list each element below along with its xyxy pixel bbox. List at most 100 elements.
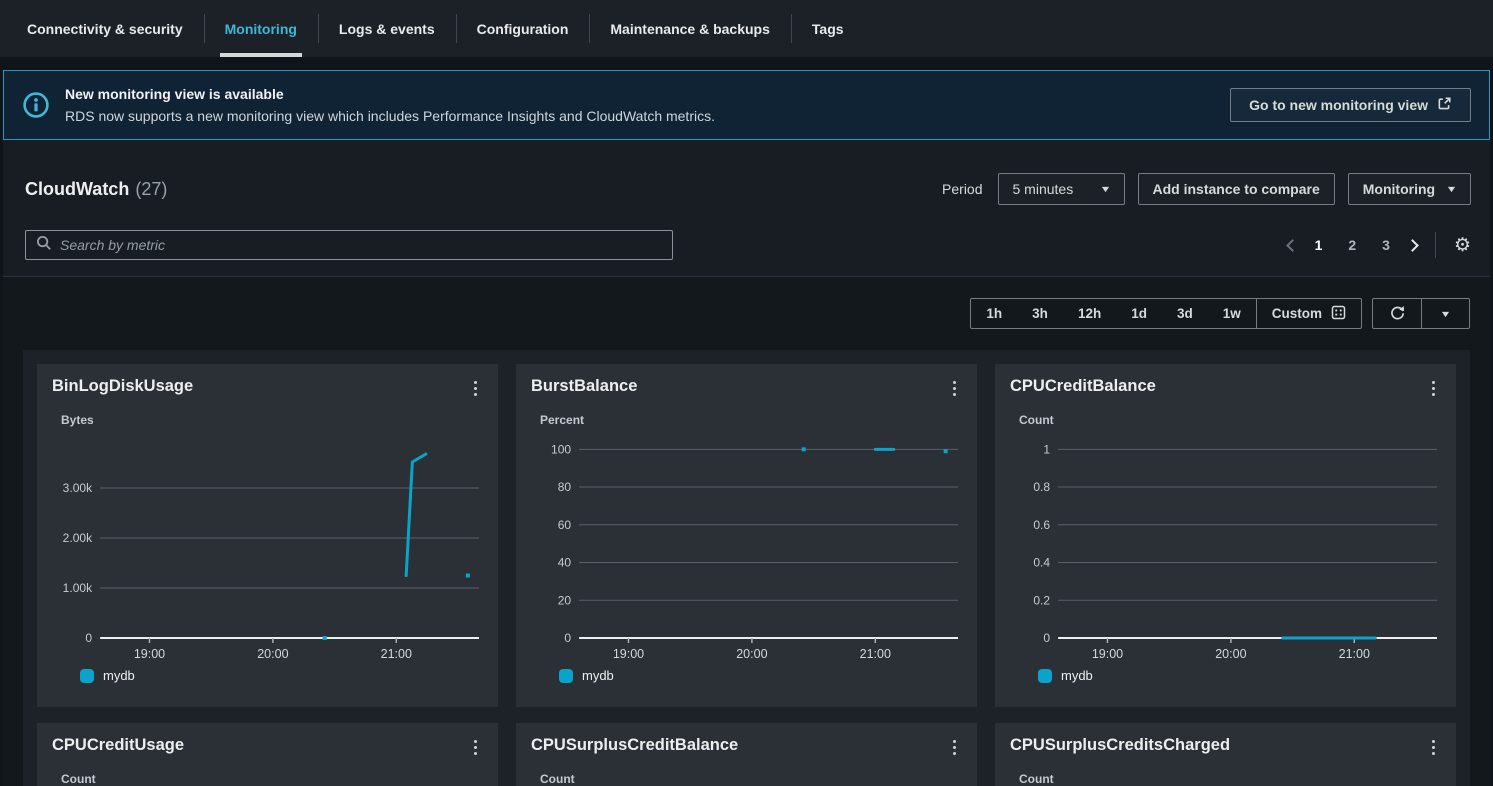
- refresh-options-button[interactable]: ▼: [1421, 299, 1469, 328]
- time-range-1h[interactable]: 1h: [971, 299, 1017, 328]
- kebab-menu-icon[interactable]: [1426, 377, 1441, 400]
- tab-logs-events[interactable]: Logs & events: [318, 0, 456, 57]
- svg-text:2.00k: 2.00k: [63, 531, 93, 545]
- time-range-toolbar: 1h 3h 12h 1d 3d 1w Custom: [3, 277, 1490, 329]
- gear-icon[interactable]: ⚙: [1454, 236, 1471, 255]
- chevron-down-icon: ▼: [1099, 184, 1111, 194]
- svg-text:80: 80: [558, 480, 572, 494]
- external-link-icon: [1437, 96, 1452, 114]
- svg-text:19:00: 19:00: [613, 647, 644, 661]
- chart-title: CPUSurplusCreditsCharged: [1010, 736, 1230, 755]
- time-range-custom[interactable]: Custom: [1256, 299, 1361, 328]
- page-1[interactable]: 1: [1307, 235, 1331, 255]
- section-title: CloudWatch: [25, 179, 129, 200]
- time-range-3h[interactable]: 3h: [1017, 299, 1063, 328]
- pagination: 1 2 3 ⚙: [1288, 232, 1471, 258]
- search-input[interactable]: [60, 237, 662, 253]
- previous-page-icon[interactable]: [1286, 239, 1299, 252]
- svg-text:3.00k: 3.00k: [63, 481, 93, 495]
- refresh-group: ▼: [1372, 298, 1470, 329]
- line-chart[interactable]: 00.20.40.60.8119:0020:0021:00: [1010, 428, 1441, 666]
- svg-text:0.8: 0.8: [1033, 480, 1050, 494]
- kebab-menu-icon[interactable]: [468, 377, 483, 400]
- chevron-down-icon: ▼: [1439, 309, 1451, 319]
- header-actions: Period 5 minutes ▼ Add instance to compa…: [942, 173, 1471, 205]
- cloudwatch-header: CloudWatch (27) Period 5 minutes ▼ Add i…: [3, 140, 1490, 205]
- chart-legend[interactable]: mydb: [80, 668, 483, 683]
- calendar-icon: [1331, 305, 1346, 323]
- legend-label: mydb: [1061, 668, 1093, 683]
- svg-text:0: 0: [1043, 631, 1050, 645]
- add-instance-to-compare-button[interactable]: Add instance to compare: [1138, 173, 1335, 205]
- time-range-1d[interactable]: 1d: [1116, 299, 1162, 328]
- page-2[interactable]: 2: [1340, 235, 1364, 255]
- chart-title: BinLogDiskUsage: [52, 377, 193, 396]
- period-select-value: 5 minutes: [1013, 181, 1074, 197]
- banner-description: RDS now supports a new monitoring view w…: [65, 108, 715, 124]
- tab-maintenance-backups[interactable]: Maintenance & backups: [589, 0, 791, 57]
- time-range-3d[interactable]: 3d: [1162, 299, 1208, 328]
- search-icon: [36, 235, 52, 256]
- chart-unit-label: Count: [1019, 772, 1441, 786]
- chart-title: CPUCreditUsage: [52, 736, 184, 755]
- chart-legend[interactable]: mydb: [1038, 668, 1441, 683]
- svg-text:100: 100: [551, 442, 571, 456]
- search-row: 1 2 3 ⚙: [3, 205, 1490, 260]
- charts-grid: BinLogDiskUsage Bytes 01.00k2.00k3.00k19…: [23, 350, 1470, 786]
- chart-card-cpucreditusage: CPUCreditUsage Count: [37, 723, 498, 786]
- kebab-menu-icon[interactable]: [947, 377, 962, 400]
- chart-unit-label: Count: [540, 772, 962, 786]
- time-range-1w[interactable]: 1w: [1208, 299, 1256, 328]
- chart-card-burstbalance: BurstBalance Percent 02040608010019:0020…: [516, 364, 977, 707]
- line-chart[interactable]: 0 20 40 60 80 100 19:00 20:00 21:00: [531, 428, 962, 666]
- next-page-icon[interactable]: [1406, 239, 1419, 252]
- line-chart[interactable]: 01.00k2.00k3.00k19:0020:0021:00: [52, 428, 483, 666]
- kebab-menu-icon[interactable]: [947, 736, 962, 759]
- legend-swatch: [559, 669, 573, 683]
- banner-title: New monitoring view is available: [65, 86, 715, 102]
- tab-connectivity-security[interactable]: Connectivity & security: [6, 0, 204, 57]
- period-select[interactable]: 5 minutes ▼: [998, 173, 1125, 205]
- chart-title: CPUCreditBalance: [1010, 377, 1156, 396]
- period-label: Period: [942, 181, 982, 197]
- custom-label: Custom: [1272, 306, 1322, 321]
- page-3[interactable]: 3: [1374, 235, 1398, 255]
- svg-text:1: 1: [1043, 442, 1050, 456]
- chart-card-cpusurpluscreditscharged: CPUSurplusCreditsCharged Count: [995, 723, 1456, 786]
- legend-label: mydb: [103, 668, 135, 683]
- legend-swatch: [1038, 669, 1052, 683]
- svg-text:60: 60: [558, 518, 572, 532]
- kebab-menu-icon[interactable]: [1426, 736, 1441, 759]
- refresh-button[interactable]: [1373, 299, 1421, 328]
- svg-text:20:00: 20:00: [736, 647, 767, 661]
- banner-button-label: Go to new monitoring view: [1249, 97, 1428, 113]
- info-icon: [22, 91, 50, 119]
- section-count: (27): [135, 179, 167, 200]
- tab-tags[interactable]: Tags: [791, 0, 865, 57]
- chart-unit-label: Percent: [540, 413, 962, 427]
- banner-text: New monitoring view is available RDS now…: [65, 86, 715, 124]
- svg-text:0.4: 0.4: [1033, 556, 1050, 570]
- legend-label: mydb: [582, 668, 614, 683]
- svg-text:0: 0: [564, 631, 571, 645]
- monitoring-menu-button[interactable]: Monitoring ▼: [1348, 173, 1471, 205]
- tab-configuration[interactable]: Configuration: [456, 0, 590, 57]
- chart-card-binlogdiskusage: BinLogDiskUsage Bytes 01.00k2.00k3.00k19…: [37, 364, 498, 707]
- svg-text:40: 40: [558, 556, 572, 570]
- svg-text:0.2: 0.2: [1033, 593, 1050, 607]
- chart-legend[interactable]: mydb: [559, 668, 962, 683]
- svg-text:0: 0: [85, 631, 92, 645]
- time-range-12h[interactable]: 12h: [1063, 299, 1116, 328]
- time-range-group: 1h 3h 12h 1d 3d 1w Custom: [970, 298, 1362, 329]
- new-monitoring-view-banner: New monitoring view is available RDS now…: [3, 70, 1490, 140]
- svg-text:20:00: 20:00: [257, 647, 288, 661]
- monitoring-panel: New monitoring view is available RDS now…: [3, 70, 1490, 786]
- go-to-new-monitoring-view-button[interactable]: Go to new monitoring view: [1230, 88, 1471, 122]
- svg-text:21:00: 21:00: [860, 647, 891, 661]
- kebab-menu-icon[interactable]: [468, 736, 483, 759]
- svg-text:19:00: 19:00: [1092, 647, 1123, 661]
- monitoring-menu-label: Monitoring: [1363, 181, 1435, 197]
- svg-text:20: 20: [558, 593, 572, 607]
- tab-monitoring[interactable]: Monitoring: [204, 0, 318, 57]
- svg-text:21:00: 21:00: [1339, 647, 1370, 661]
